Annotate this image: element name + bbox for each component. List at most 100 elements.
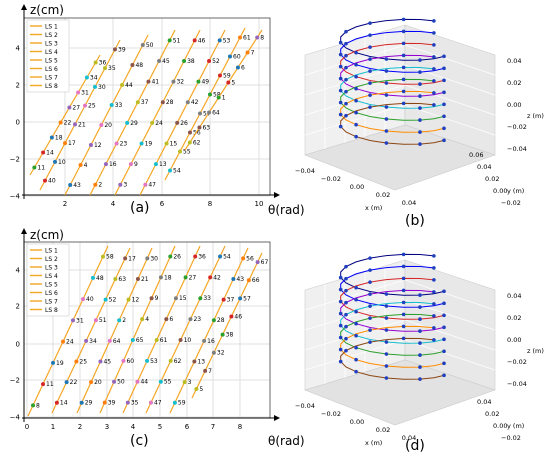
data-point xyxy=(203,368,208,373)
sensor-point xyxy=(442,90,446,95)
x-tick-label: 2 xyxy=(63,200,67,208)
x-tick-label: 2 xyxy=(78,423,82,431)
sensor-point xyxy=(338,112,343,117)
sensor-point xyxy=(344,101,348,106)
data-point xyxy=(198,296,203,301)
sensor-point xyxy=(401,264,406,269)
data-point xyxy=(130,63,135,67)
sensor-point xyxy=(442,114,446,119)
point-label: 36 xyxy=(99,60,107,67)
point-label: 47 xyxy=(148,182,156,189)
sensor-point xyxy=(384,57,389,61)
sensor-point xyxy=(384,340,389,344)
sensor-point xyxy=(368,268,372,272)
point-label: 56 xyxy=(246,255,254,262)
sensor-point xyxy=(442,289,446,294)
data-point xyxy=(78,163,83,167)
point-label: 61 xyxy=(160,337,168,344)
sensor-point xyxy=(401,29,406,34)
data-point xyxy=(185,100,190,105)
panel-c-xlabel: θ(rad) xyxy=(268,434,305,448)
y-tick-label: −2 xyxy=(10,377,20,385)
data-point xyxy=(255,260,260,265)
grid-line xyxy=(304,64,406,96)
data-point xyxy=(41,382,45,387)
x-tick-label: 3 xyxy=(105,423,109,431)
x-tick-label: 6 xyxy=(185,423,190,431)
data-point xyxy=(178,149,182,154)
ls-line xyxy=(27,245,109,417)
y-tick-label: −0.02 xyxy=(501,434,521,442)
data-point xyxy=(74,359,79,364)
sensor-point xyxy=(432,91,436,95)
panel-b-3d-plot: 0.04 0.02 0.00 −0.02 −0.04 z (m) −0.04 −0.02 0.0… xyxy=(295,17,544,212)
sensor-point xyxy=(432,278,436,282)
point-label: 38 xyxy=(226,332,234,339)
sensor-point xyxy=(344,276,348,281)
sensor-point xyxy=(384,69,389,73)
data-point xyxy=(128,162,133,167)
data-point xyxy=(118,182,123,187)
data-point xyxy=(54,400,59,405)
panel-d-caption: (d) xyxy=(405,438,425,454)
data-point xyxy=(153,162,158,167)
legend-entry: LS 7 xyxy=(45,299,58,306)
data-point xyxy=(91,275,95,280)
sensor-point xyxy=(432,67,436,71)
grid-line xyxy=(304,279,406,311)
point-label: 35 xyxy=(108,65,116,72)
x-tick-label: 0.02 xyxy=(376,191,390,199)
sensor-point xyxy=(384,352,389,356)
sensor-point xyxy=(442,102,446,107)
legend-entry: LS 5 xyxy=(45,282,58,289)
ls-line xyxy=(139,29,226,196)
data-point xyxy=(148,400,153,405)
x-axis-label: x (m) xyxy=(365,439,382,447)
sensor-point xyxy=(401,89,406,94)
data-point xyxy=(31,403,35,408)
x-tick-label: 0.04 xyxy=(402,434,416,442)
point-label: 9 xyxy=(134,161,138,168)
data-point xyxy=(107,338,112,343)
sensor-point xyxy=(368,316,372,320)
point-label: 17 xyxy=(68,140,76,147)
point-label: 10 xyxy=(184,337,192,344)
data-point xyxy=(182,58,187,63)
point-label: 3 xyxy=(188,379,192,386)
point-label: 11 xyxy=(46,381,54,388)
point-label: 28 xyxy=(217,317,225,324)
data-point xyxy=(114,141,119,146)
data-point xyxy=(125,400,130,405)
point-label: 54 xyxy=(173,168,181,175)
data-point xyxy=(139,141,144,146)
sensor-point xyxy=(442,138,446,143)
ls-line xyxy=(76,247,153,414)
sensor-point xyxy=(418,82,422,86)
data-point xyxy=(93,182,98,187)
sensor-point xyxy=(344,41,348,46)
point-label: 59 xyxy=(223,73,231,80)
sensor-point xyxy=(338,359,343,364)
sensor-point xyxy=(368,81,372,85)
y-tick-label: 0 xyxy=(16,119,20,127)
legend-box xyxy=(26,243,70,317)
grid-line xyxy=(304,339,406,371)
data-point xyxy=(193,254,198,259)
sensor-point xyxy=(442,126,446,131)
data-point xyxy=(84,338,89,343)
data-point xyxy=(178,337,183,342)
y-tick-label: 4 xyxy=(16,45,21,53)
data-point xyxy=(235,65,240,70)
sensor-point xyxy=(401,312,406,317)
point-label: 11 xyxy=(37,165,45,172)
point-label: 43 xyxy=(73,182,81,189)
point-label: 59 xyxy=(178,400,186,407)
point-label: 12 xyxy=(94,142,102,149)
sensor-point xyxy=(432,103,436,107)
sensor-point xyxy=(401,101,406,106)
point-label: 21 xyxy=(78,121,86,128)
data-point xyxy=(113,276,118,281)
point-label: 15 xyxy=(170,140,178,147)
grid-line xyxy=(404,84,496,116)
point-label: 24 xyxy=(155,120,163,127)
